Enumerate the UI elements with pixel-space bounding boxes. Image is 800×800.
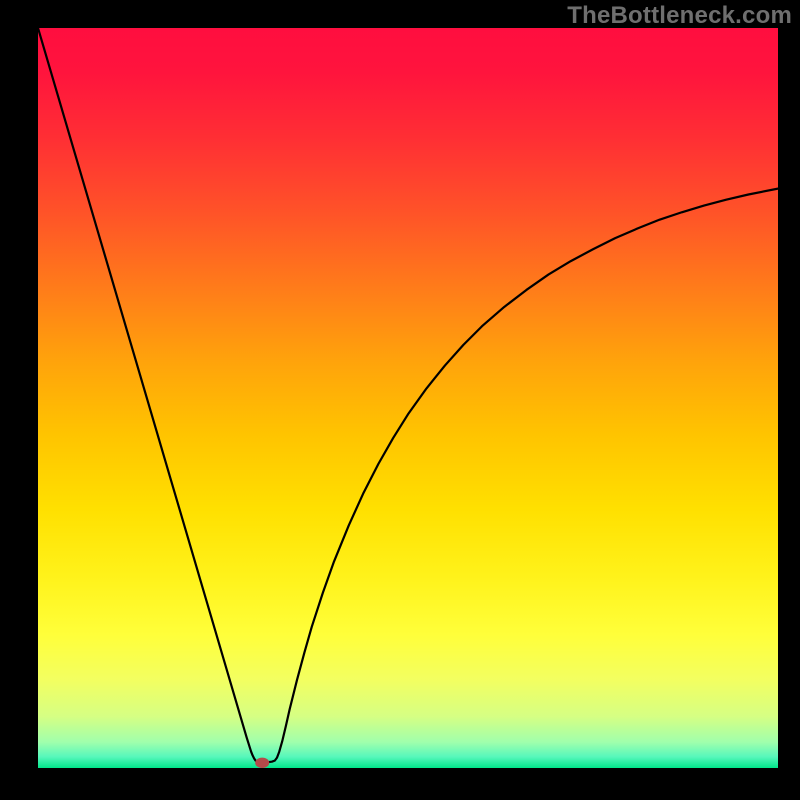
- image-frame: TheBottleneck.com: [0, 0, 800, 800]
- optimum-marker: [255, 758, 269, 768]
- chart-svg: [38, 28, 778, 768]
- plot-area: [38, 28, 778, 768]
- plot-wrap: [38, 28, 778, 768]
- chart-background: [38, 28, 778, 768]
- watermark-text: TheBottleneck.com: [567, 2, 792, 30]
